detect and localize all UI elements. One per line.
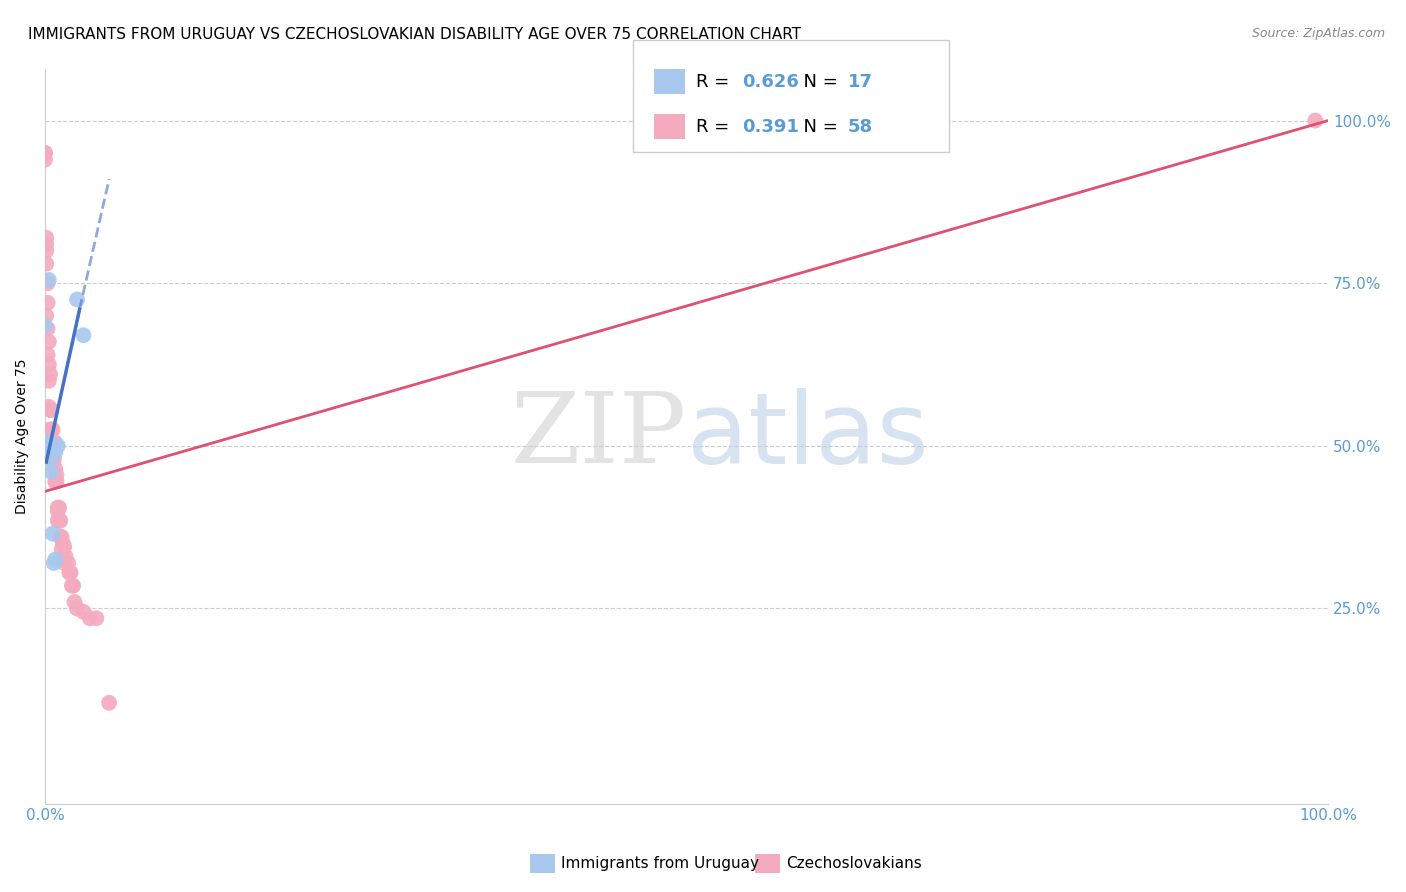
Point [45, 468, 67, 483]
Point [35, 309, 58, 323]
Point [34, 153, 56, 167]
Point [41, 435, 63, 450]
Point [84, 611, 107, 625]
Point [44, 552, 66, 566]
Point [39, 451, 62, 466]
Point [37, 435, 59, 450]
Point [46, 504, 69, 518]
Point [34, 318, 56, 333]
Point [41, 526, 63, 541]
Point [66, 293, 89, 307]
Text: 0.626: 0.626 [742, 72, 799, 90]
Text: Source: ZipAtlas.com: Source: ZipAtlas.com [1251, 27, 1385, 40]
Text: N =: N = [792, 118, 844, 136]
Point [39, 368, 62, 382]
Text: Czechoslovakians: Czechoslovakians [786, 856, 922, 871]
Point [46, 500, 69, 515]
Point [42, 435, 65, 450]
Point [38, 435, 60, 450]
Point [41, 423, 63, 437]
Point [59, 566, 82, 580]
Point [98, 696, 121, 710]
Point [38, 334, 60, 349]
Point [38, 400, 60, 414]
Point [37, 276, 59, 290]
Point [79, 611, 101, 625]
Point [49, 530, 72, 544]
Point [52, 536, 75, 550]
Point [72, 328, 94, 343]
Point [34, 146, 56, 161]
Point [48, 514, 70, 528]
Point [63, 595, 86, 609]
Point [39, 423, 62, 437]
Point [37, 295, 59, 310]
Point [38, 374, 60, 388]
Point [1303, 113, 1326, 128]
Point [41, 449, 63, 463]
Point [41, 451, 63, 466]
Point [37, 348, 59, 362]
Point [35, 244, 58, 258]
Point [41, 423, 63, 437]
Point [41, 439, 63, 453]
Point [44, 461, 66, 475]
Point [41, 465, 63, 479]
Point [42, 556, 65, 570]
Point [48, 500, 70, 515]
Point [56, 556, 79, 570]
Point [51, 530, 73, 544]
Point [44, 445, 66, 459]
Point [51, 542, 73, 557]
Point [66, 601, 89, 615]
Point [39, 439, 62, 453]
Point [35, 230, 58, 244]
Point [41, 403, 63, 417]
Point [44, 435, 66, 450]
Point [45, 475, 67, 489]
Point [39, 403, 62, 417]
Text: 17: 17 [848, 72, 873, 90]
Text: R =: R = [696, 72, 735, 90]
Point [49, 514, 72, 528]
Point [41, 435, 63, 450]
Point [46, 514, 69, 528]
Point [35, 237, 58, 252]
Point [37, 442, 59, 456]
Text: atlas: atlas [686, 387, 928, 484]
Text: 58: 58 [848, 118, 873, 136]
Point [72, 605, 94, 619]
Text: IMMIGRANTS FROM URUGUAY VS CZECHOSLOVAKIAN DISABILITY AGE OVER 75 CORRELATION CH: IMMIGRANTS FROM URUGUAY VS CZECHOSLOVAKI… [28, 27, 801, 42]
Point [62, 579, 84, 593]
Point [35, 439, 58, 453]
Text: R =: R = [696, 118, 735, 136]
Point [38, 358, 60, 372]
Y-axis label: Disability Age Over 75: Disability Age Over 75 [15, 359, 30, 514]
Point [35, 257, 58, 271]
Point [58, 566, 80, 580]
Text: Immigrants from Uruguay: Immigrants from Uruguay [561, 856, 759, 871]
Point [38, 273, 60, 287]
Point [34, 146, 56, 161]
Point [46, 439, 69, 453]
Point [44, 475, 66, 489]
Text: ZIP: ZIP [510, 388, 686, 484]
Text: 0.391: 0.391 [742, 118, 799, 136]
Point [53, 556, 76, 570]
Point [53, 540, 76, 554]
Text: N =: N = [792, 72, 844, 90]
Point [55, 549, 77, 564]
Point [37, 322, 59, 336]
Point [42, 451, 65, 466]
Point [60, 579, 83, 593]
